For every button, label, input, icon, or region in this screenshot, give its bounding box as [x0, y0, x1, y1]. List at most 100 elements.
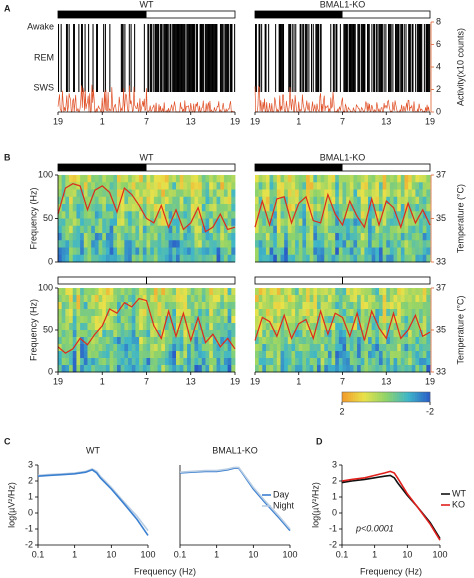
spectrogram-cell	[223, 175, 229, 183]
spectrogram-cell	[76, 189, 81, 198]
psd-line	[179, 466, 291, 530]
spectrogram-cell	[316, 189, 322, 198]
spectrogram-cell	[179, 351, 184, 359]
spectrogram-cell	[161, 302, 166, 310]
spectrogram-cell	[419, 365, 424, 373]
spectrogram-cell	[397, 240, 402, 248]
spectrogram-cell	[157, 218, 162, 227]
spectrogram-cell	[98, 288, 103, 296]
spectrogram-cell	[150, 225, 155, 234]
spectrogram-cell	[262, 365, 267, 373]
spectrogram-cell	[327, 351, 332, 359]
spectrogram-cell	[72, 211, 77, 219]
spectrogram-cell	[176, 302, 181, 310]
sleep-epoch	[81, 24, 83, 92]
spectrogram-cell	[190, 182, 195, 190]
spectrogram-cell	[404, 211, 409, 219]
spectrogram-cell	[139, 344, 144, 352]
spectrogram-cell	[338, 358, 343, 366]
spectrogram-cell	[276, 233, 281, 241]
spectrogram-cell	[291, 316, 296, 324]
spectrogram-cell	[313, 196, 318, 205]
spectrogram-cell	[179, 204, 184, 212]
spectrogram-cell	[105, 358, 111, 366]
spectrogram-cell	[265, 204, 270, 212]
spectrogram-cell	[153, 204, 158, 212]
spectrogram-cell	[124, 337, 129, 345]
spectrogram-cell	[65, 309, 70, 317]
spectrogram-cell	[408, 337, 413, 345]
spectrogram-cell	[313, 302, 318, 310]
spectrogram-cell	[408, 233, 413, 241]
spectrogram-cell	[139, 358, 144, 366]
spectrogram-cell	[58, 358, 63, 366]
spectrogram-cell	[335, 295, 340, 303]
spectrogram-cell	[353, 211, 358, 219]
spectrogram-cell	[131, 302, 136, 310]
spectrogram-cell	[161, 295, 166, 303]
spectrogram-cell	[371, 365, 376, 373]
spectrogram-cell	[331, 365, 336, 373]
spectrogram-cell	[58, 351, 63, 359]
chart-title: WT	[86, 445, 100, 455]
spectrogram-cell	[273, 323, 278, 331]
spectrogram-cell	[113, 365, 118, 373]
x-axis-label: Frequency (Hz)	[134, 566, 196, 576]
spectrogram-cell	[364, 295, 369, 303]
spectrogram-cell	[76, 351, 81, 359]
spectrogram-cell	[382, 182, 387, 190]
spectrogram-cell	[353, 196, 358, 205]
spectrogram-cell	[302, 204, 307, 212]
spectrogram-cell	[284, 344, 289, 352]
spectrogram-cell	[135, 302, 140, 310]
spectrogram-cell	[287, 295, 292, 303]
spectrogram-cell	[220, 302, 225, 310]
spectrogram-cell	[295, 344, 300, 352]
spectrogram-cell	[98, 344, 103, 352]
spectrogram-cell	[168, 351, 173, 359]
spectrogram-cell	[172, 218, 177, 227]
spectrogram-cell	[411, 204, 416, 212]
spectrogram-cell	[172, 351, 177, 359]
spectrogram-cell	[201, 254, 206, 263]
spectrogram-cell	[269, 254, 274, 263]
spectrogram-cell	[316, 295, 322, 303]
spectrogram-cell	[142, 316, 147, 324]
spectrogram-cell	[273, 344, 278, 352]
spectrogram-cell	[142, 182, 147, 190]
spectrogram-cell	[397, 189, 402, 198]
spectrogram-cell	[124, 309, 129, 317]
spectrogram-cell	[76, 218, 81, 227]
spectrogram-cell	[335, 211, 340, 219]
spectrogram-cell	[187, 288, 192, 296]
spectrogram-cell	[262, 323, 267, 331]
spectrogram-cell	[411, 196, 416, 205]
spectrogram-cell	[386, 240, 391, 248]
spectrogram-cell	[258, 218, 263, 227]
spectrogram-cell	[117, 358, 122, 366]
spectrogram-cell	[426, 247, 431, 256]
spectrogram-cell	[153, 254, 158, 263]
spectrogram-cell	[212, 365, 217, 373]
spectrogram-cell	[83, 288, 88, 296]
spectrogram-cell	[139, 351, 144, 359]
spectrogram-cell	[422, 254, 427, 263]
spectrogram-cell	[397, 225, 402, 234]
spectrogram-cell	[426, 254, 431, 263]
spectrogram-cell	[360, 358, 365, 366]
spectrogram-cell	[258, 302, 263, 310]
spectrogram-cell	[65, 218, 70, 227]
spectrogram-cell	[161, 288, 166, 296]
spectrogram-cell	[146, 175, 151, 183]
spectrogram-cell	[258, 175, 263, 183]
spectrogram-cell	[386, 358, 391, 366]
spectrogram-cell	[287, 309, 292, 317]
spectrogram-cell	[168, 196, 173, 205]
spectrogram-cell	[364, 211, 369, 219]
spectrogram-cell	[142, 233, 147, 241]
spectrogram-cell	[190, 365, 195, 373]
spectrogram-cell	[117, 247, 122, 256]
sleep-epoch	[363, 24, 365, 92]
colorbar-cell	[399, 392, 402, 402]
spectrogram-cell	[131, 225, 136, 234]
